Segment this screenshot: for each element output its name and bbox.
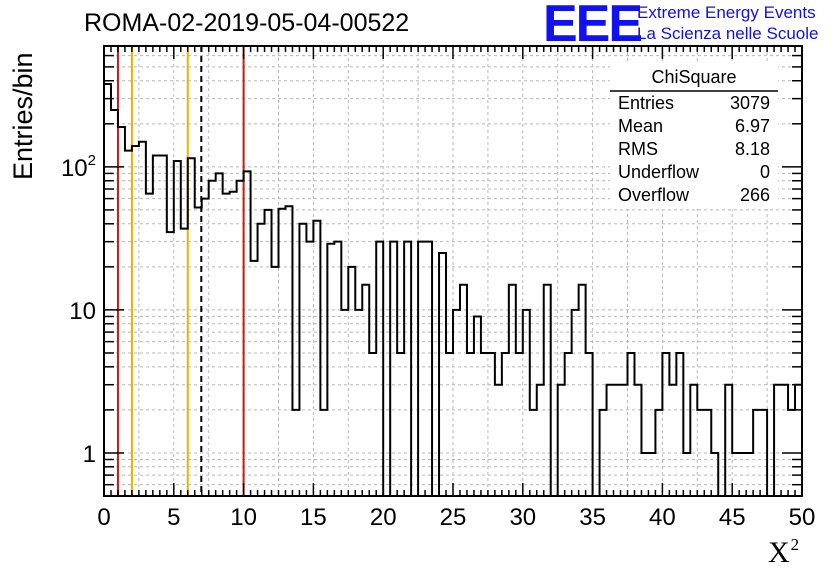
x-tick-label: 0 bbox=[97, 504, 110, 531]
stats-value: 0 bbox=[760, 162, 770, 182]
stats-box: ChiSquare Entries 3079 Mean 6.97 RMS 8.18 Under… bbox=[610, 64, 778, 209]
x-tick-label: 40 bbox=[649, 504, 676, 531]
chart-title: ROMA-02-2019-05-04-00522 bbox=[84, 9, 410, 37]
x-tick-label: 35 bbox=[579, 504, 606, 531]
axis-tick-labels: 0 5 10 15 20 25 30 35 40 45 50 1 10 102 bbox=[61, 152, 815, 531]
stats-label: Mean bbox=[618, 116, 663, 136]
x-tick-label: 50 bbox=[789, 504, 816, 531]
stats-label: Underflow bbox=[618, 162, 700, 182]
x-tick-label: 45 bbox=[719, 504, 746, 531]
x-tick-label: 25 bbox=[440, 504, 467, 531]
histogram-series bbox=[104, 82, 802, 497]
y-tick-label: 10 bbox=[69, 298, 96, 325]
y-tick-label: 1 bbox=[83, 441, 96, 468]
x-axis-label: X2 bbox=[768, 535, 800, 569]
stats-value: 6.97 bbox=[735, 116, 770, 136]
x-tick-label: 10 bbox=[230, 504, 257, 531]
stats-label: Entries bbox=[618, 93, 674, 113]
stats-value: 3079 bbox=[730, 93, 770, 113]
stats-label: RMS bbox=[618, 139, 658, 159]
stats-header: ChiSquare bbox=[651, 67, 736, 87]
brand-name: Extreme Energy Events bbox=[637, 3, 816, 22]
axis-ticks bbox=[103, 46, 803, 496]
brand-subtitle: La Scienza nelle Scuole bbox=[637, 24, 819, 43]
stats-value: 8.18 bbox=[735, 139, 770, 159]
stats-label: Overflow bbox=[618, 185, 690, 205]
x-tick-label: 20 bbox=[370, 504, 397, 531]
x-tick-label: 15 bbox=[300, 504, 327, 531]
stats-value: 266 bbox=[740, 185, 770, 205]
eee-logo: EEE bbox=[543, 0, 643, 53]
x-tick-label: 30 bbox=[509, 504, 536, 531]
stats-box-bg bbox=[610, 64, 778, 209]
marker-lines bbox=[116, 46, 245, 496]
x-tick-label: 5 bbox=[167, 504, 180, 531]
y-tick-label: 102 bbox=[61, 152, 96, 182]
